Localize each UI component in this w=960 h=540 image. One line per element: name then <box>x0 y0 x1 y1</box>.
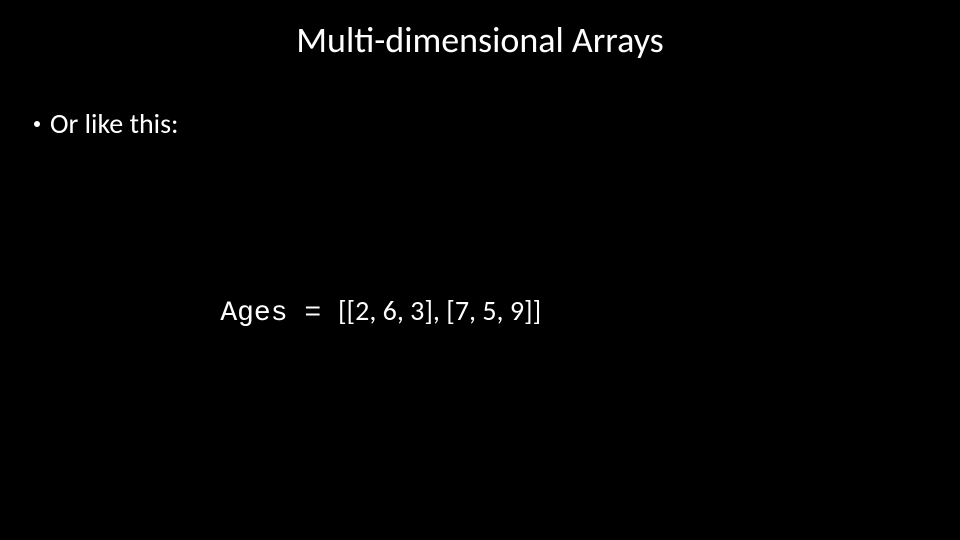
bullet-text: Or like this: <box>50 106 179 141</box>
code-line: Ages = [[2, 6, 3], [7, 5, 9]] <box>195 258 541 364</box>
slide: Multi-dimensional Arrays Or like this: A… <box>0 0 960 540</box>
slide-title: Multi-dimensional Arrays <box>0 18 960 62</box>
bullet-dot-icon <box>34 121 40 127</box>
code-literal: [[2, 6, 3], [7, 5, 9]] <box>338 293 541 328</box>
bullet-item: Or like this: <box>34 106 179 141</box>
code-variable: Ages = <box>220 298 338 329</box>
